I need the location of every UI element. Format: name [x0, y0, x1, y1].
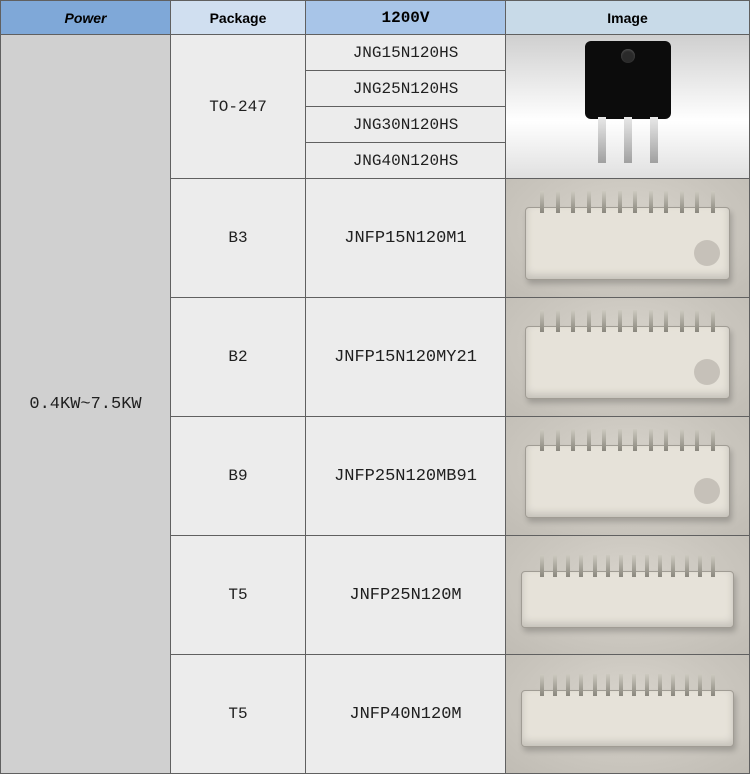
image-cell — [506, 417, 750, 536]
package-cell: T5 — [171, 536, 306, 655]
module-icon — [506, 536, 749, 654]
part-number: JNG15N120HS — [306, 35, 505, 71]
header-power: Power — [1, 1, 171, 35]
part-number: JNG40N120HS — [306, 143, 505, 178]
image-cell — [506, 35, 750, 179]
package-cell: TO-247 — [171, 35, 306, 179]
package-cell: T5 — [171, 655, 306, 774]
header-row: Power Package 1200V Image — [1, 1, 750, 35]
part-number: JNG25N120HS — [306, 71, 505, 107]
module-icon — [506, 417, 749, 535]
module-icon — [506, 655, 749, 773]
image-cell — [506, 536, 750, 655]
image-cell — [506, 179, 750, 298]
image-cell — [506, 298, 750, 417]
part-number: JNFP25N120M — [306, 536, 506, 655]
power-range-cell: 0.4KW~7.5KW — [1, 35, 171, 774]
part-number: JNG30N120HS — [306, 107, 505, 143]
module-icon — [506, 179, 749, 297]
part-number: JNFP15N120M1 — [306, 179, 506, 298]
package-cell: B3 — [171, 179, 306, 298]
header-image: Image — [506, 1, 750, 35]
package-cell: B9 — [171, 417, 306, 536]
part-number: JNFP25N120MB91 — [306, 417, 506, 536]
package-cell: B2 — [171, 298, 306, 417]
spec-table: Power Package 1200V Image 0.4KW~7.5KW TO… — [0, 0, 750, 774]
part-number: JNFP40N120M — [306, 655, 506, 774]
to247-icon — [506, 35, 749, 178]
table-row: 0.4KW~7.5KW TO-247 JNG15N120HS JNG25N120… — [1, 35, 750, 179]
part-number: JNFP15N120MY21 — [306, 298, 506, 417]
header-voltage: 1200V — [306, 1, 506, 35]
image-cell — [506, 655, 750, 774]
header-package: Package — [171, 1, 306, 35]
module-icon — [506, 298, 749, 416]
part-number-cell: JNG15N120HS JNG25N120HS JNG30N120HS JNG4… — [306, 35, 506, 179]
